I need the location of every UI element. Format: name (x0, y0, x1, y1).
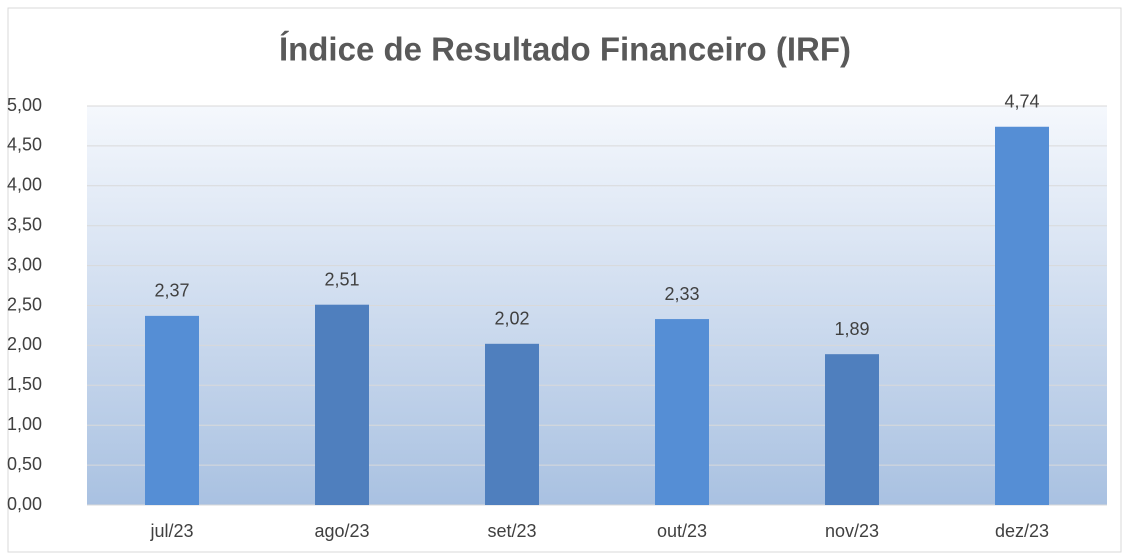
data-label: 2,02 (494, 309, 529, 329)
y-tick-label: 3,50 (7, 214, 42, 234)
data-label: 4,74 (1004, 91, 1039, 111)
y-tick-label: 0,00 (7, 494, 42, 514)
y-tick-label: 2,00 (7, 334, 42, 354)
x-tick-label: out/23 (657, 521, 707, 541)
bar (485, 343, 539, 505)
y-tick-label: 4,00 (7, 175, 42, 195)
data-label: 2,51 (324, 269, 359, 289)
y-tick-label: 1,00 (7, 414, 42, 434)
data-label: 2,33 (664, 284, 699, 304)
bar (825, 354, 879, 505)
y-tick-label: 2,50 (7, 294, 42, 314)
y-tick-label: 0,50 (7, 454, 42, 474)
x-tick-label: dez/23 (995, 521, 1049, 541)
chart-title: Índice de Resultado Financeiro (IRF) (279, 31, 851, 68)
x-tick-label: set/23 (487, 521, 536, 541)
y-tick-label: 3,00 (7, 254, 42, 274)
bar (655, 319, 709, 505)
x-tick-label: jul/23 (149, 521, 193, 541)
x-tick-label: nov/23 (825, 521, 879, 541)
y-tick-label: 4,50 (7, 135, 42, 155)
y-tick-label: 5,00 (7, 95, 42, 115)
data-label: 1,89 (834, 319, 869, 339)
x-tick-label: ago/23 (314, 521, 369, 541)
y-tick-label: 1,50 (7, 374, 42, 394)
data-label: 2,37 (154, 281, 189, 301)
bar (995, 126, 1049, 506)
bar (315, 304, 369, 505)
bar (145, 315, 199, 505)
